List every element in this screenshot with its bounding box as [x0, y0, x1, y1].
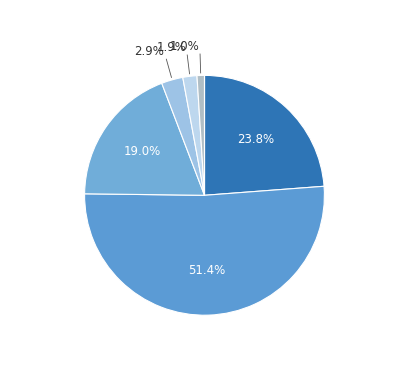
Text: 2.9%: 2.9%	[135, 45, 164, 58]
Text: 1.9%: 1.9%	[156, 41, 186, 54]
Text: 1.0%: 1.0%	[170, 40, 200, 53]
Text: 19.0%: 19.0%	[124, 145, 161, 158]
Wedge shape	[183, 76, 204, 195]
Text: 23.8%: 23.8%	[238, 133, 274, 146]
Wedge shape	[162, 77, 204, 195]
Wedge shape	[204, 76, 324, 195]
Wedge shape	[85, 83, 204, 195]
Wedge shape	[197, 76, 204, 195]
Wedge shape	[85, 186, 324, 315]
Text: 51.4%: 51.4%	[188, 264, 225, 278]
